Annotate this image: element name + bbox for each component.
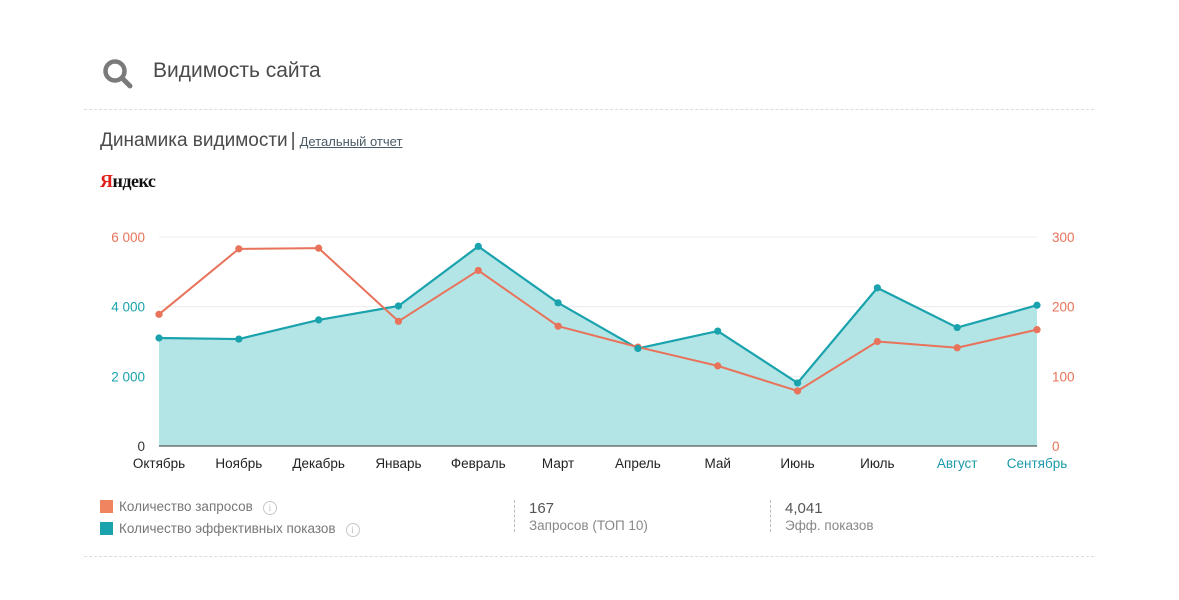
queries-point — [235, 245, 243, 253]
section-title: Динамика видимости | Детальный отчет — [100, 130, 402, 152]
left-tick-label: 4 000 — [111, 300, 145, 315]
right-tick-label: 100 — [1052, 369, 1075, 384]
x-tick-label: Октябрь — [133, 456, 185, 471]
divider — [84, 556, 1094, 557]
queries-point — [474, 266, 482, 275]
legend-swatch-impressions — [100, 522, 113, 535]
section-heading: Динамика видимости — [100, 130, 288, 151]
impressions-point — [394, 302, 403, 310]
x-tick-label: Апрель — [615, 456, 661, 471]
right-tick-label: 300 — [1052, 230, 1075, 245]
stat-value: 167 — [529, 500, 555, 517]
legend-label-impressions: Количество эффективных показов — [119, 521, 336, 536]
left-tick-label: 0 — [137, 439, 145, 454]
x-tick-label: Ноябрь — [215, 456, 262, 471]
x-tick-label: Январь — [375, 456, 421, 471]
info-icon[interactable]: i — [262, 501, 277, 515]
legend-item-queries[interactable]: Количество запросов i — [100, 496, 360, 518]
queries-point — [315, 244, 323, 252]
legend: Количество запросов i Количество эффектив… — [100, 496, 360, 540]
queries-point — [953, 344, 961, 352]
x-tick-label: Декабрь — [292, 456, 345, 471]
info-icon[interactable]: i — [345, 523, 360, 537]
stat-queries-top10: 167 Запросов (ТОП 10) — [514, 500, 648, 533]
x-tick-label: Август — [937, 456, 978, 471]
right-tick-label: 200 — [1052, 300, 1075, 315]
queries-point — [155, 310, 163, 318]
separator: | — [290, 130, 296, 151]
legend-label-queries: Количество запросов — [119, 499, 253, 514]
impressions-point — [873, 284, 881, 292]
legend-swatch-queries — [100, 500, 113, 513]
queries-line — [158, 247, 1038, 392]
impressions-point — [1033, 301, 1041, 309]
yandex-logo: Яндекс — [100, 171, 156, 191]
right-tick-label: 0 — [1052, 439, 1060, 454]
queries-point — [714, 362, 722, 370]
x-tick-label: Июль — [860, 456, 894, 471]
x-tick-label: Май — [705, 456, 731, 471]
x-tick-label: Июнь — [780, 456, 814, 471]
left-tick-label: 2 000 — [111, 369, 145, 384]
x-tick-label: Март — [542, 456, 574, 471]
stat-effective-impressions: 4,041 Эфф. показов — [770, 500, 874, 533]
x-tick-label: Февраль — [451, 456, 506, 471]
page-title: Видимость сайта — [153, 59, 321, 82]
queries-point — [873, 337, 881, 346]
queries-point — [554, 322, 562, 330]
search-icon[interactable] — [102, 58, 134, 90]
impressions-point — [714, 327, 722, 335]
stat-label: Эфф. показов — [785, 518, 874, 533]
queries-point — [1033, 326, 1041, 334]
stat-label: Запросов (ТОП 10) — [529, 518, 648, 533]
impressions-line — [158, 245, 1038, 385]
impressions-point — [953, 323, 961, 332]
header: Видимость сайта — [0, 0, 1179, 110]
left-tick-label: 6 000 — [111, 230, 145, 245]
detailed-report-link[interactable]: Детальный отчет — [299, 134, 403, 149]
impressions-point — [793, 379, 802, 387]
impressions-point — [474, 242, 482, 251]
impressions-point — [315, 316, 323, 324]
queries-point — [793, 387, 802, 395]
legend-item-impressions[interactable]: Количество эффективных показов i — [100, 518, 360, 540]
divider — [84, 109, 1094, 110]
stat-value: 4,041 — [785, 500, 823, 517]
impressions-point — [554, 299, 562, 307]
impressions-point — [634, 344, 642, 353]
impressions-point — [155, 334, 163, 342]
queries-point — [394, 317, 403, 325]
x-tick-label: Сентябрь — [1007, 456, 1067, 471]
impressions-area — [159, 246, 1037, 446]
impressions-point — [235, 335, 243, 343]
